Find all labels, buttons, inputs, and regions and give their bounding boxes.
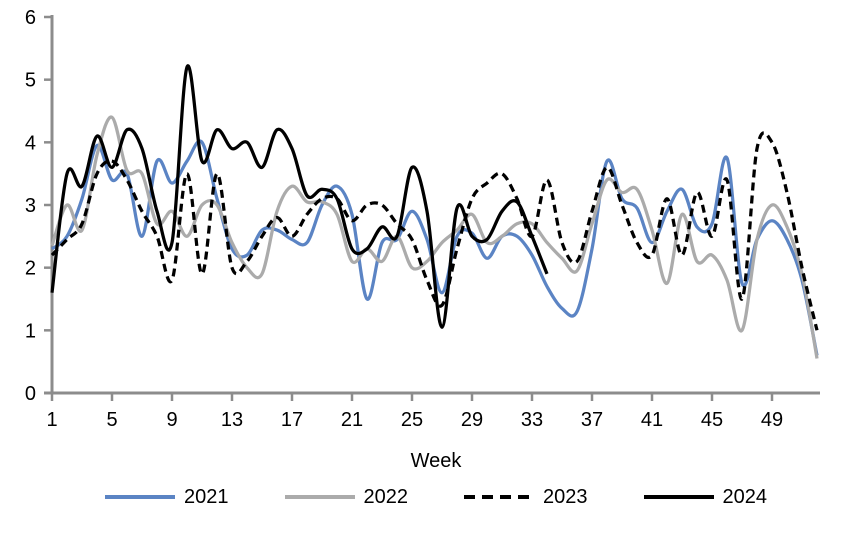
- legend-label-2022: 2022: [363, 486, 409, 508]
- x-tick-label: 13: [221, 409, 243, 431]
- legend-label-2021: 2021: [184, 486, 229, 508]
- y-tick-label: 3: [25, 195, 36, 217]
- legend-item-2023: 2023: [464, 486, 588, 508]
- x-tick-label: 21: [341, 409, 363, 431]
- legend-line-sample-2021: [105, 495, 175, 499]
- x-tick-label: 29: [461, 409, 483, 431]
- x-tick-label: 5: [106, 409, 117, 431]
- series-line-2022: [50, 115, 819, 359]
- y-tick-label: 6: [25, 7, 36, 29]
- x-tick-label: 9: [166, 409, 177, 431]
- x-tick-label: 41: [641, 409, 663, 431]
- series-line-2023: [50, 131, 819, 331]
- legend: 2021 2022 2023 2024: [52, 486, 820, 508]
- series-line-2024: [50, 64, 549, 329]
- x-tick-label: 17: [281, 409, 303, 431]
- x-tick-label: 37: [581, 409, 603, 431]
- series-line-2021: [50, 139, 819, 356]
- y-tick-label: 1: [25, 320, 36, 342]
- legend-line-sample-2023: [464, 495, 534, 499]
- x-tick-label: 33: [521, 409, 543, 431]
- legend-item-2022: 2022: [284, 486, 409, 508]
- legend-label-2023: 2023: [543, 486, 588, 508]
- y-tick-label: 2: [25, 258, 36, 280]
- legend-item-2021: 2021: [105, 486, 229, 508]
- y-tick-label: 5: [25, 70, 36, 92]
- x-axis-title: Week: [410, 450, 462, 472]
- y-tick-label: 4: [25, 132, 36, 154]
- y-tick-label: 0: [25, 383, 36, 405]
- legend-line-sample-2024: [643, 495, 714, 499]
- x-tick-label: 45: [701, 409, 723, 431]
- x-tick-label: 1: [46, 409, 57, 431]
- x-tick-label: 25: [401, 409, 423, 431]
- legend-item-2024: 2024: [643, 486, 768, 508]
- legend-line-sample-2022: [284, 495, 355, 499]
- legend-label-2024: 2024: [722, 486, 768, 508]
- x-tick-label: 49: [761, 409, 783, 431]
